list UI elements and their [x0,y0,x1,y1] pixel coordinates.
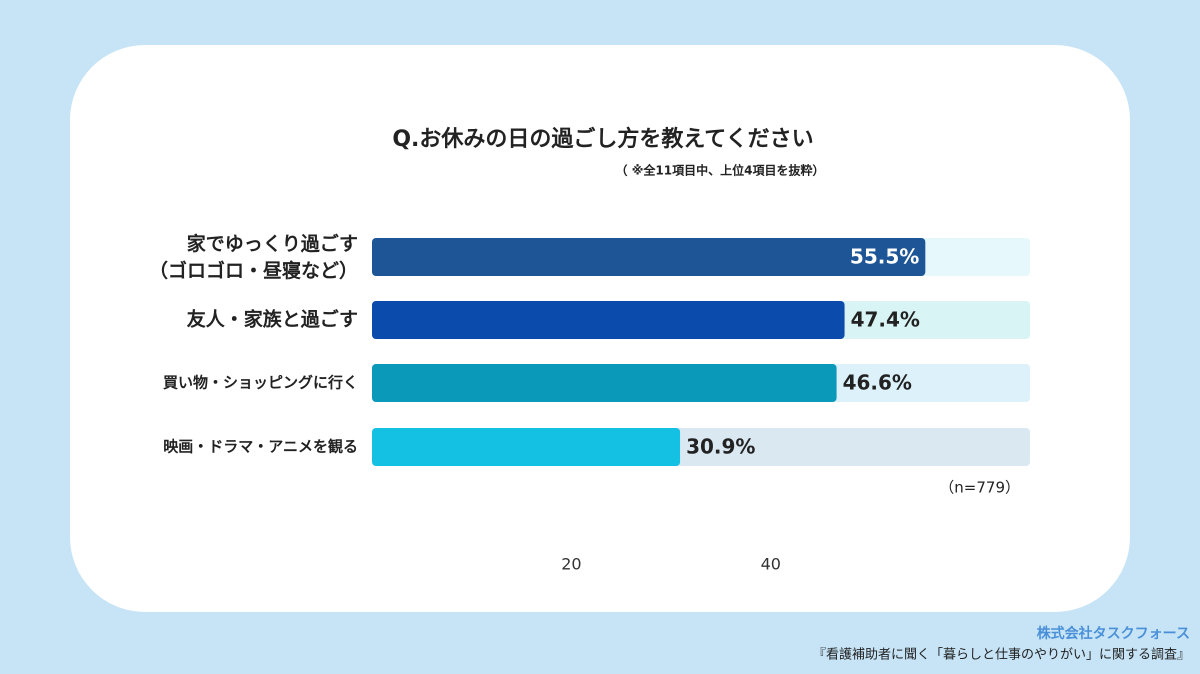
chart-subtitle: （ ※全11項目中、上位4項目を抜粋） [616,163,825,178]
category-label: 友人・家族と過ごす [187,308,358,331]
value-label: 46.6% [843,371,912,395]
source-org: 株式会社タスクフォース [1037,625,1190,642]
bar [372,301,845,339]
value-label: 30.9% [686,435,755,459]
sample-note: （n=779） [939,479,1020,497]
x-tick-label: 40 [761,555,781,574]
category-label: 買い物・ショッピングに行く [163,374,358,392]
category-line: 家でゆっくり過ごす [187,232,358,255]
value-label: 47.4% [851,308,920,332]
bar [372,238,926,276]
chart-title: Q.お休みの日の過ごし方を教えてください [392,126,813,152]
category-label: 家でゆっくり過ごす （ゴロゴロ・昼寝など） [149,232,358,282]
value-label: 55.5% [850,245,919,269]
category-line: （ゴロゴロ・昼寝など） [149,259,358,282]
x-tick-label: 20 [561,555,581,574]
bar [372,428,681,466]
bar [372,364,837,402]
source: 『看護補助者に聞く「暮らしと仕事のやりがい」に関する調査』 [813,647,1190,663]
category-label: 映画・ドラマ・アニメを観る [163,438,358,456]
